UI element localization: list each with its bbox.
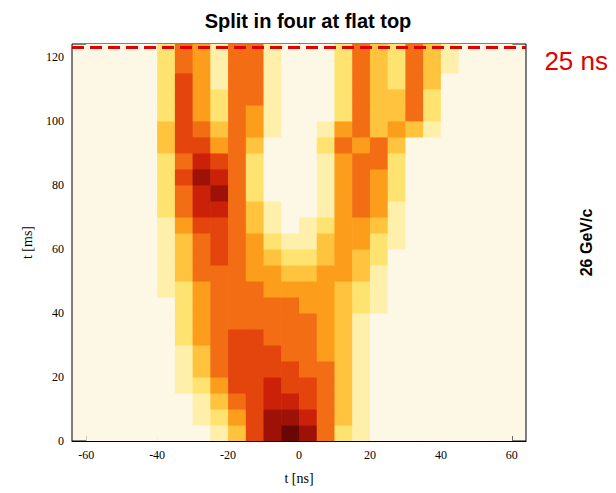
svg-text:26 GeV/c: 26 GeV/c bbox=[578, 209, 595, 277]
svg-text:Split in four at flat top: Split in four at flat top bbox=[205, 10, 412, 32]
svg-text:100: 100 bbox=[46, 114, 64, 128]
svg-text:0: 0 bbox=[296, 448, 302, 462]
svg-text:20: 20 bbox=[52, 370, 64, 384]
svg-text:-20: -20 bbox=[220, 448, 236, 462]
svg-text:t [ms]: t [ms] bbox=[20, 226, 35, 259]
svg-text:-40: -40 bbox=[149, 448, 165, 462]
svg-text:40: 40 bbox=[435, 448, 447, 462]
svg-text:40: 40 bbox=[52, 306, 64, 320]
svg-text:20: 20 bbox=[364, 448, 376, 462]
svg-text:60: 60 bbox=[52, 242, 64, 256]
svg-text:25 ns: 25 ns bbox=[544, 46, 608, 76]
svg-text:80: 80 bbox=[52, 178, 64, 192]
svg-text:-60: -60 bbox=[78, 448, 94, 462]
svg-text:0: 0 bbox=[58, 434, 64, 448]
svg-text:120: 120 bbox=[46, 50, 64, 64]
svg-text:60: 60 bbox=[506, 448, 518, 462]
svg-text:t [ns]: t [ns] bbox=[284, 471, 313, 486]
